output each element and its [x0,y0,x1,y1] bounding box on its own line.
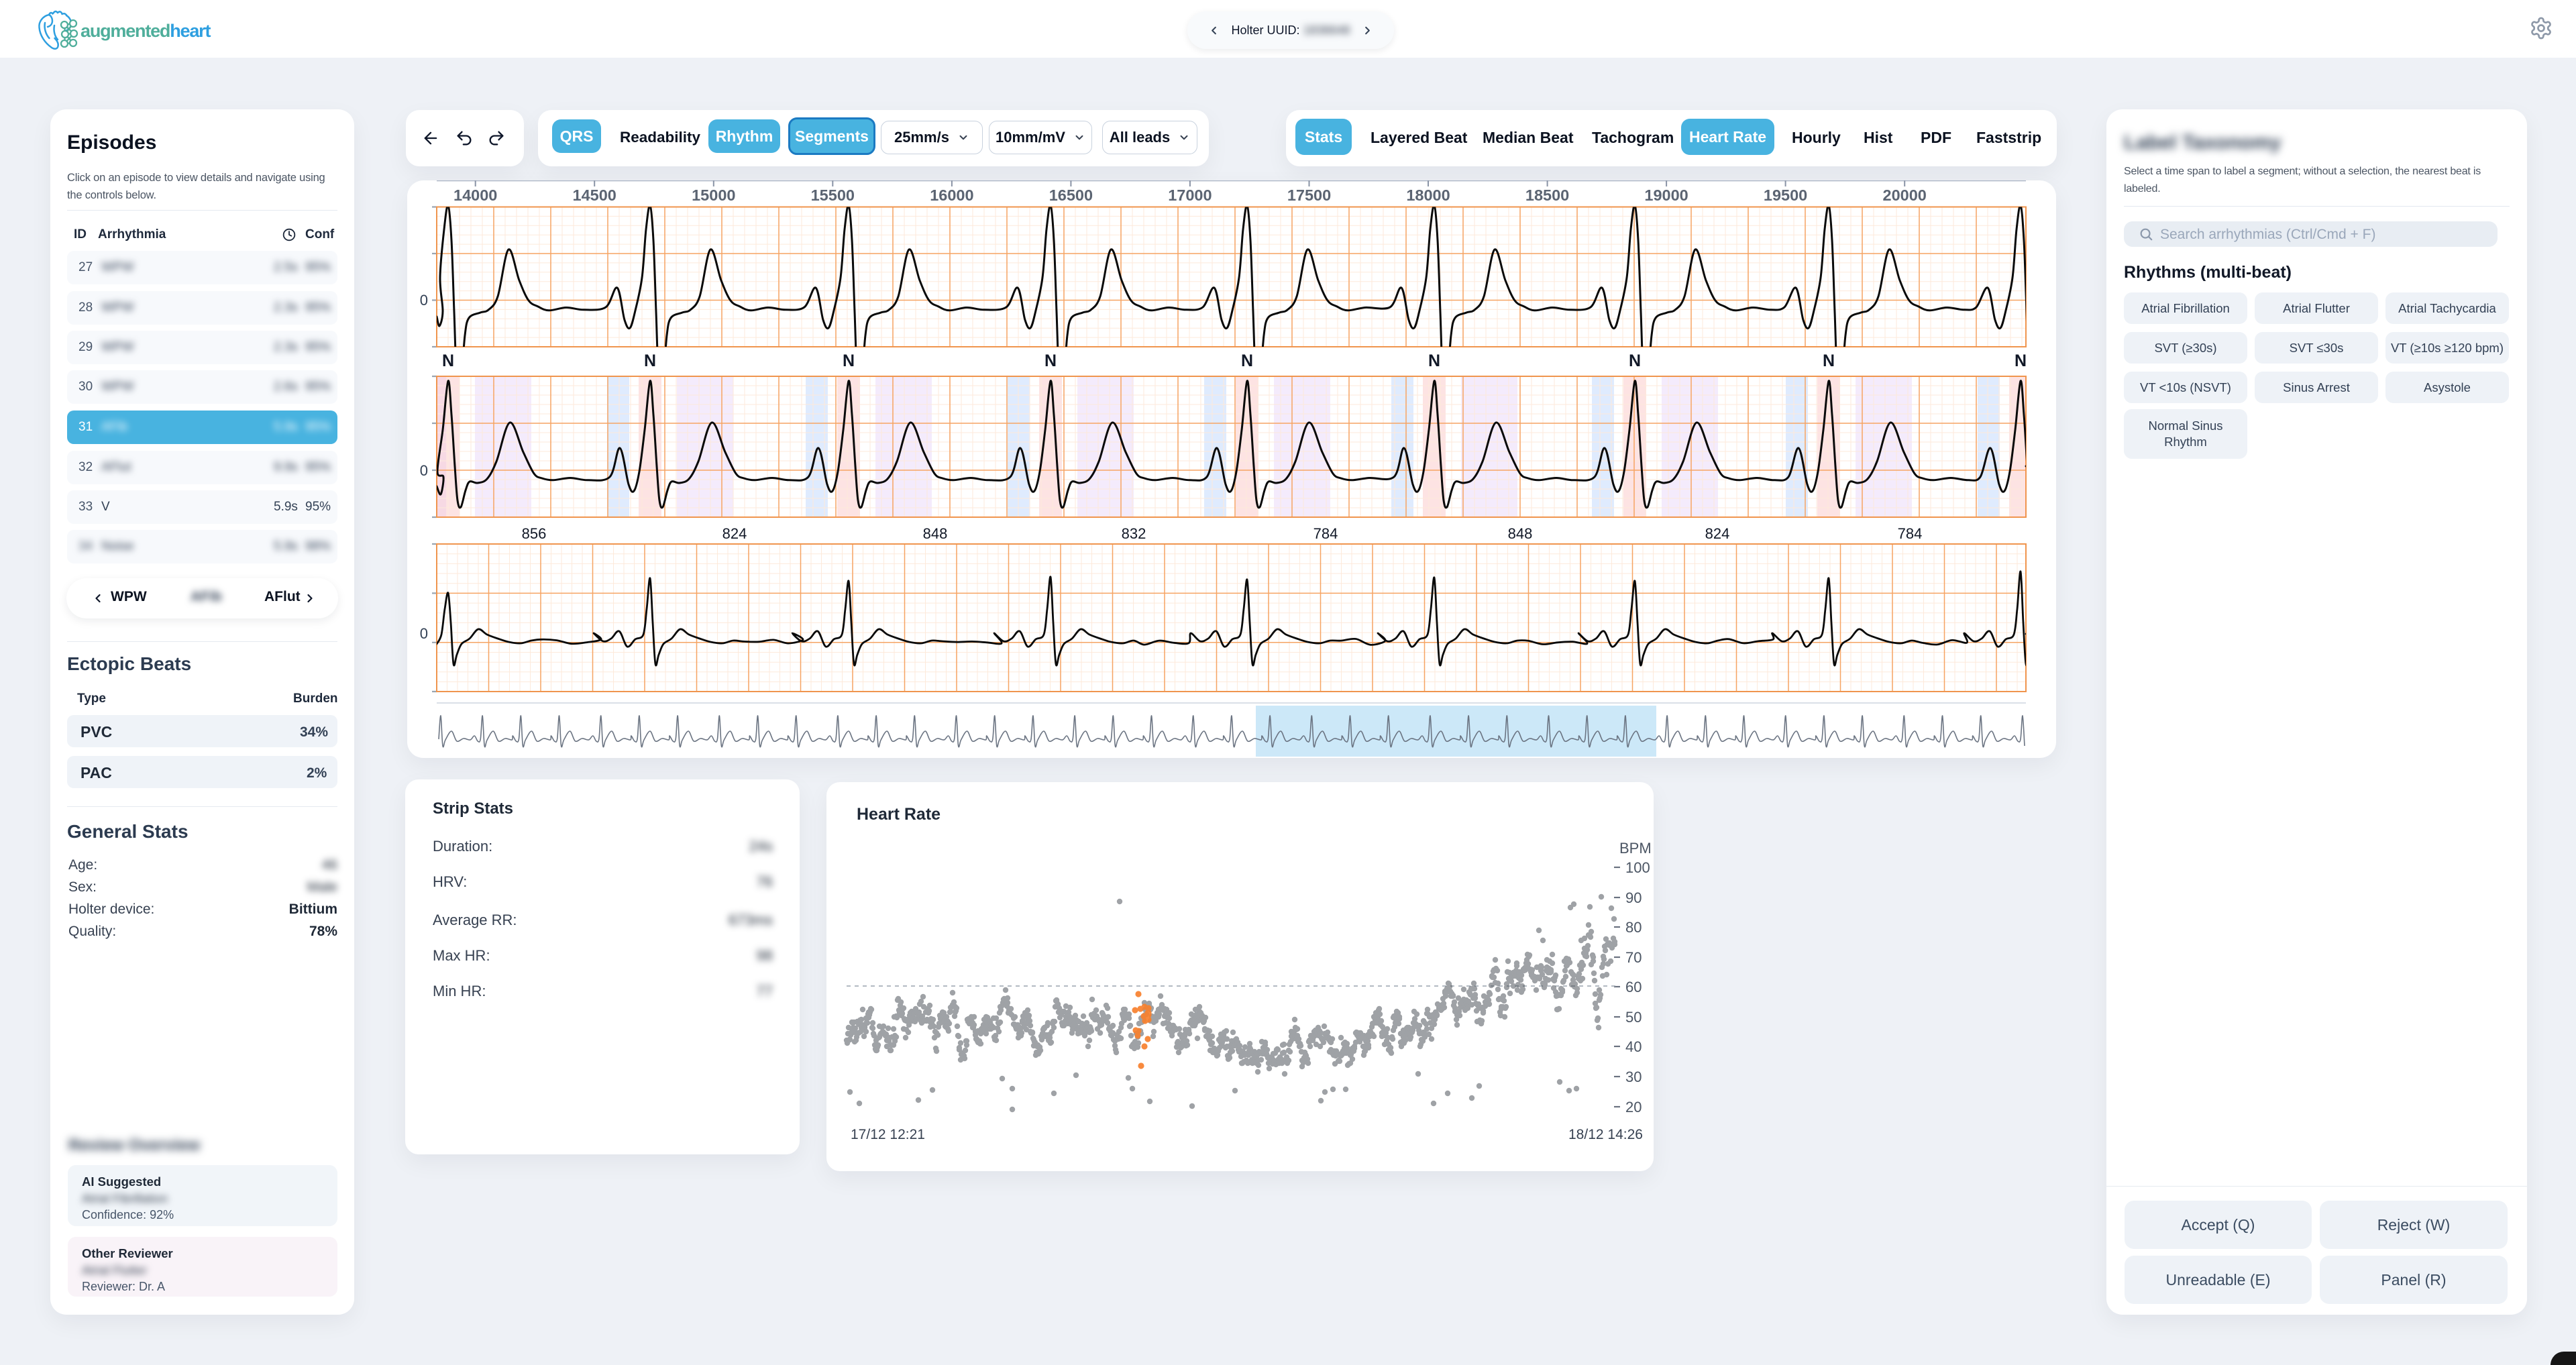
svg-text:17000: 17000 [1168,186,1212,204]
svg-text:20000: 20000 [1883,186,1927,204]
svg-text:90: 90 [1625,889,1642,906]
svg-text:0: 0 [420,625,428,642]
svg-text:14000: 14000 [453,186,497,204]
svg-text:15500: 15500 [811,186,855,204]
svg-text:856: 856 [522,525,547,542]
svg-text:15000: 15000 [692,186,735,204]
svg-text:848: 848 [923,525,948,542]
svg-text:784: 784 [1898,525,1923,542]
svg-text:0: 0 [420,292,428,309]
svg-text:N: N [644,351,656,370]
svg-text:80: 80 [1625,919,1642,936]
svg-text:19500: 19500 [1764,186,1807,204]
svg-text:N: N [1241,351,1253,370]
svg-text:30: 30 [1625,1069,1642,1085]
svg-text:18500: 18500 [1525,186,1569,204]
svg-text:16500: 16500 [1049,186,1093,204]
svg-text:19000: 19000 [1644,186,1688,204]
svg-text:N: N [1044,351,1057,370]
svg-text:100: 100 [1625,859,1650,876]
svg-text:18000: 18000 [1406,186,1450,204]
svg-text:N: N [1823,351,1835,370]
svg-text:17500: 17500 [1287,186,1331,204]
svg-text:N: N [1428,351,1440,370]
svg-text:20: 20 [1625,1099,1642,1115]
svg-text:BPM: BPM [1619,840,1652,857]
svg-text:824: 824 [1705,525,1730,542]
svg-text:16000: 16000 [930,186,973,204]
svg-text:784: 784 [1313,525,1338,542]
svg-text:70: 70 [1625,949,1642,966]
svg-text:N: N [442,351,454,370]
svg-text:0: 0 [420,462,428,479]
svg-text:848: 848 [1508,525,1533,542]
svg-text:14500: 14500 [573,186,616,204]
svg-text:N: N [843,351,855,370]
svg-text:40: 40 [1625,1038,1642,1055]
svg-text:824: 824 [722,525,747,542]
svg-text:50: 50 [1625,1009,1642,1026]
svg-text:N: N [2015,351,2027,370]
svg-text:60: 60 [1625,979,1642,995]
svg-text:N: N [1629,351,1641,370]
svg-text:832: 832 [1122,525,1146,542]
svg-text:augmentedheart: augmentedheart [80,21,211,41]
